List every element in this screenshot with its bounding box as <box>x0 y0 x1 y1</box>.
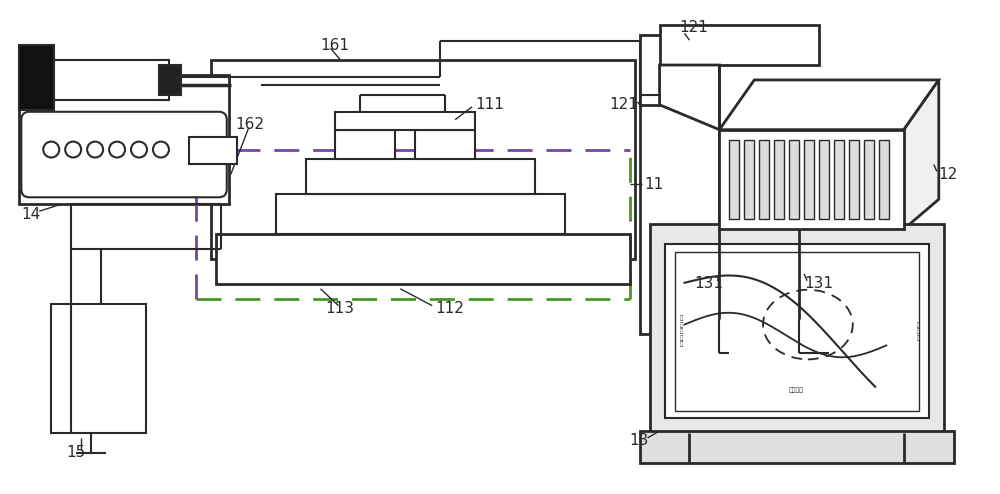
Bar <box>640 35 719 105</box>
Bar <box>774 140 784 219</box>
Bar <box>650 224 944 433</box>
Text: 频率变化: 频率变化 <box>789 388 804 393</box>
Text: 12: 12 <box>939 167 958 182</box>
Text: 振
幅
频
率
值: 振 幅 频 率 值 <box>680 316 683 347</box>
Text: 11: 11 <box>645 177 664 192</box>
Bar <box>864 140 874 219</box>
Bar <box>640 95 719 333</box>
Bar <box>879 140 889 219</box>
Bar <box>729 140 739 219</box>
Polygon shape <box>904 80 939 229</box>
Bar <box>849 140 859 219</box>
Bar <box>211 60 635 259</box>
Bar <box>759 140 769 219</box>
Bar <box>306 160 535 194</box>
Bar <box>276 194 565 234</box>
Bar <box>335 129 395 160</box>
Bar <box>719 129 904 229</box>
Bar <box>54 60 169 100</box>
Bar <box>834 140 844 219</box>
Bar <box>744 140 754 219</box>
Text: 111: 111 <box>475 97 504 112</box>
Bar <box>216 234 630 284</box>
Bar <box>19 75 229 204</box>
Text: 13: 13 <box>630 433 649 449</box>
Bar <box>665 244 929 418</box>
Text: 131: 131 <box>804 276 833 291</box>
Text: 14: 14 <box>21 206 41 222</box>
Text: 112: 112 <box>435 301 464 316</box>
Text: 15: 15 <box>66 445 85 460</box>
Text: 相
位
角: 相 位 角 <box>917 322 920 341</box>
Bar <box>804 140 814 219</box>
Bar <box>660 25 819 65</box>
Text: 162: 162 <box>236 117 265 132</box>
Polygon shape <box>719 80 939 129</box>
Bar <box>675 252 919 411</box>
Bar <box>51 304 146 433</box>
Text: 121: 121 <box>680 20 708 35</box>
Bar <box>159 65 181 95</box>
Bar <box>335 112 475 129</box>
Bar <box>19 45 54 110</box>
Bar <box>789 140 799 219</box>
Bar <box>640 431 954 463</box>
Bar <box>54 65 169 95</box>
FancyBboxPatch shape <box>21 112 227 197</box>
Bar <box>819 140 829 219</box>
Polygon shape <box>660 65 719 129</box>
Bar <box>189 137 237 165</box>
Text: 113: 113 <box>325 301 354 316</box>
Text: 121: 121 <box>610 97 639 112</box>
Text: 161: 161 <box>320 38 350 53</box>
Bar <box>415 129 475 160</box>
Text: 131: 131 <box>694 276 723 291</box>
